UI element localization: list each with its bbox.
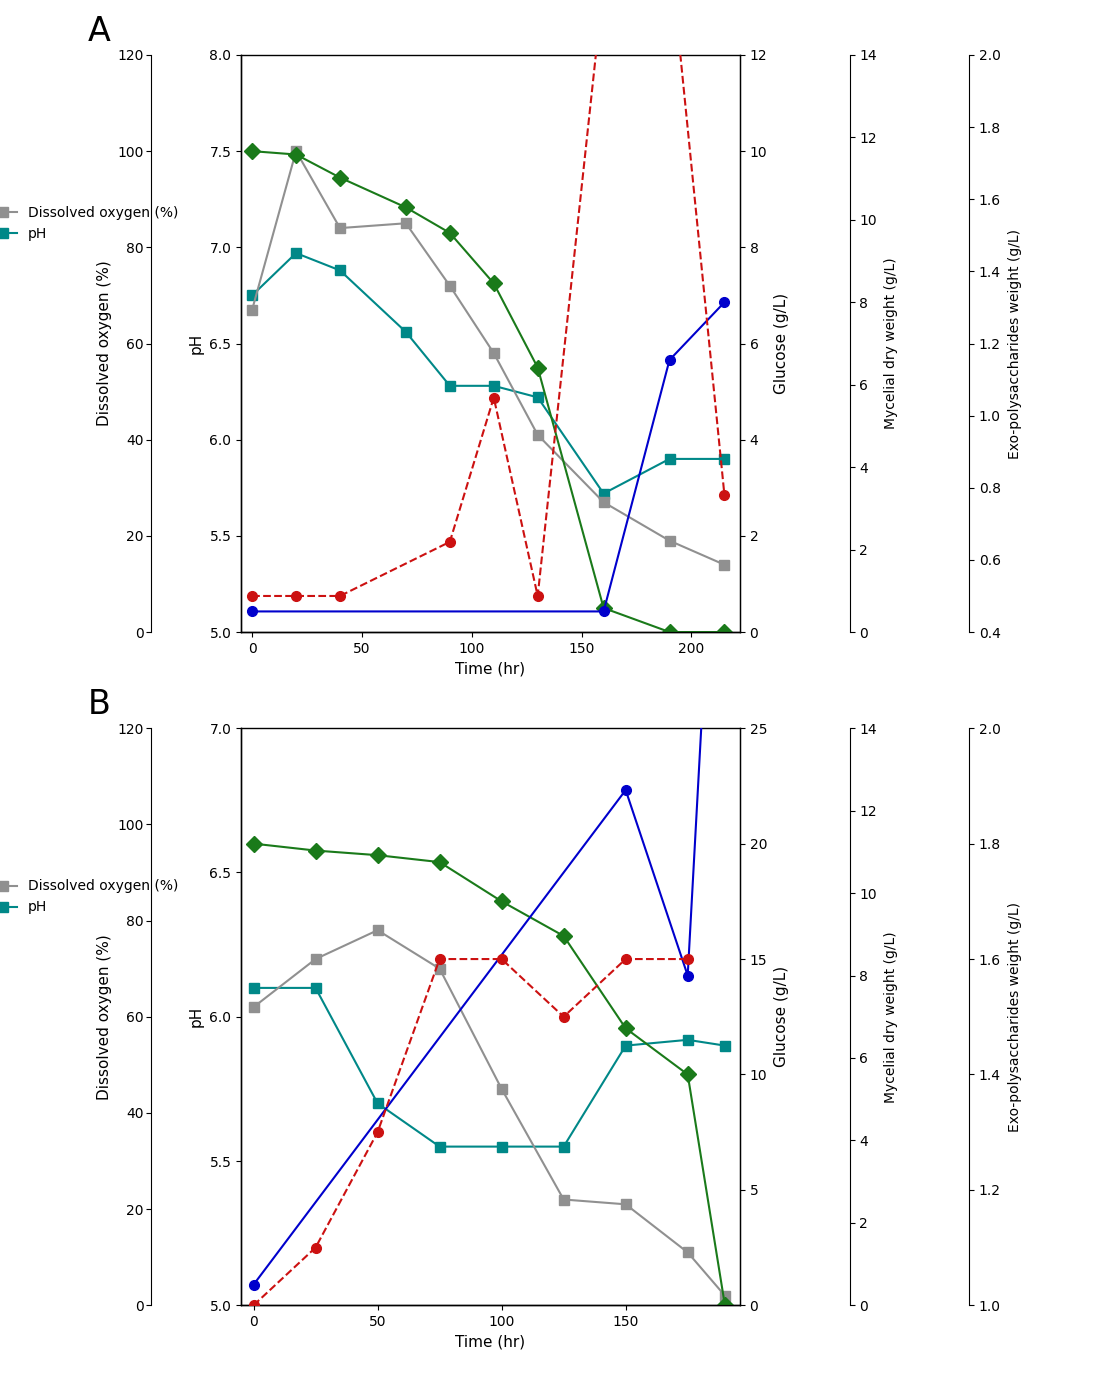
Y-axis label: Glucose (g/L): Glucose (g/L)	[774, 293, 789, 394]
Y-axis label: Dissolved oxygen (%): Dissolved oxygen (%)	[96, 934, 112, 1099]
X-axis label: Time (hr): Time (hr)	[456, 1334, 525, 1349]
Legend: Dissolved oxygen (%), pH: Dissolved oxygen (%), pH	[0, 206, 178, 240]
Legend: Dissolved oxygen (%), pH: Dissolved oxygen (%), pH	[0, 879, 178, 914]
Text: B: B	[88, 688, 111, 721]
Y-axis label: Mycelial dry weight (g/L): Mycelial dry weight (g/L)	[883, 932, 898, 1102]
Y-axis label: pH: pH	[189, 1006, 204, 1028]
Y-axis label: Glucose (g/L): Glucose (g/L)	[774, 966, 789, 1068]
Y-axis label: Exo-polysaccharides weight (g/L): Exo-polysaccharides weight (g/L)	[1008, 228, 1021, 459]
Y-axis label: pH: pH	[189, 333, 204, 354]
Y-axis label: Mycelial dry weight (g/L): Mycelial dry weight (g/L)	[883, 258, 898, 429]
Y-axis label: Dissolved oxygen (%): Dissolved oxygen (%)	[96, 261, 112, 426]
X-axis label: Time (hr): Time (hr)	[456, 661, 525, 676]
Y-axis label: Exo-polysaccharides weight (g/L): Exo-polysaccharides weight (g/L)	[1008, 901, 1021, 1132]
Text: A: A	[88, 15, 111, 48]
